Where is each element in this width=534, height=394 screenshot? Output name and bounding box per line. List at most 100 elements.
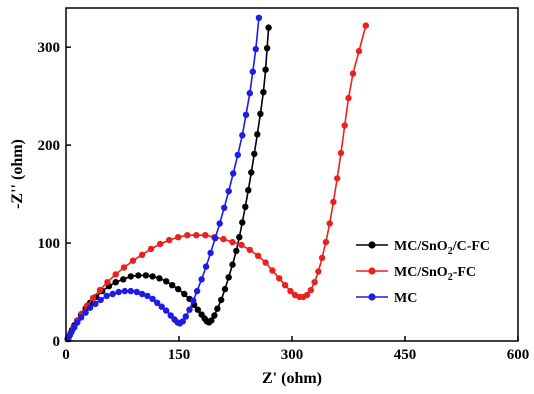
y-axis-ticks: 0 100 200 300 (38, 40, 71, 350)
data-point (109, 290, 116, 298)
data-point (163, 278, 170, 285)
data-point (89, 294, 97, 302)
data-point (263, 45, 271, 52)
data-point (133, 288, 140, 296)
data-point (147, 245, 155, 253)
data-point (92, 300, 99, 307)
data-point (96, 286, 104, 294)
legend-marker (368, 267, 376, 275)
data-point (208, 317, 215, 324)
data-point (97, 296, 104, 304)
data-point (221, 204, 228, 211)
data-point (229, 261, 236, 268)
data-point (74, 319, 81, 326)
data-point (238, 241, 245, 249)
data-point (156, 275, 163, 282)
data-point (349, 70, 357, 77)
x-tick-label: 600 (507, 347, 530, 363)
data-point (179, 318, 186, 325)
legend: MC/SnO2/C-FC MC/SnO2-FC MC (356, 239, 490, 306)
legend-marker (368, 241, 376, 249)
data-point (307, 286, 314, 294)
data-point (318, 254, 326, 261)
data-point (158, 303, 165, 310)
x-tick-label: 300 (281, 347, 304, 363)
data-point (255, 14, 263, 21)
data-point (242, 111, 250, 119)
data-point (303, 291, 311, 299)
data-point (157, 240, 164, 248)
data-point (207, 249, 214, 257)
data-point (198, 276, 205, 283)
data-point (186, 306, 193, 313)
data-point (216, 220, 223, 227)
x-axis-ticks: 0 150 300 450 600 (62, 336, 529, 363)
data-point (311, 279, 318, 286)
data-point (315, 268, 322, 275)
data-point (330, 198, 337, 206)
data-point (121, 287, 128, 295)
data-point (82, 309, 89, 316)
data-point (120, 264, 128, 271)
legend-item: MC/SnO2-FC (356, 265, 476, 283)
legend-label: MC/SnO2-FC (394, 265, 476, 283)
data-point (149, 295, 156, 303)
data-point (230, 170, 237, 177)
data-point (104, 279, 111, 286)
data-point (265, 24, 272, 31)
data-point (246, 90, 253, 97)
data-point (233, 247, 240, 255)
data-point (262, 66, 269, 73)
data-point (276, 275, 283, 282)
plot-series-group (64, 14, 369, 343)
data-point (138, 290, 146, 298)
x-axis-title: Z' (ohm) (262, 370, 322, 387)
data-point (282, 282, 289, 289)
data-point (239, 219, 246, 226)
data-point (166, 236, 173, 244)
data-point (254, 131, 261, 138)
data-point (175, 285, 182, 293)
y-axis-title: -Z'' (ohm) (9, 139, 26, 209)
data-point (86, 304, 94, 311)
data-point (169, 282, 176, 289)
data-point (103, 292, 110, 300)
data-point (322, 238, 330, 246)
data-point (337, 149, 345, 157)
data-point (251, 150, 258, 158)
data-point (193, 232, 200, 239)
data-point (190, 297, 197, 304)
data-point (248, 169, 255, 176)
data-point (135, 272, 142, 279)
data-point (71, 324, 78, 331)
x-tick-label: 0 (62, 347, 70, 363)
legend-item: MC/SnO2/C-FC (356, 239, 490, 257)
data-point (163, 307, 170, 314)
data-point (120, 276, 127, 283)
data-point (260, 89, 267, 96)
y-tick-label: 200 (38, 138, 61, 154)
data-point (229, 238, 236, 246)
data-point (112, 279, 119, 286)
data-point (181, 290, 188, 298)
data-point (220, 235, 227, 243)
data-point (193, 287, 201, 295)
legend-marker (368, 293, 376, 301)
data-point (194, 306, 201, 313)
data-point (77, 314, 85, 321)
data-point (245, 187, 252, 194)
data-point (182, 313, 189, 320)
data-point (334, 175, 341, 182)
legend-label: MC (394, 291, 417, 306)
data-point (239, 132, 246, 139)
data-point (236, 234, 243, 241)
data-point (175, 234, 182, 241)
data-point (129, 257, 137, 264)
data-point (262, 259, 269, 266)
series-line (66, 17, 260, 340)
data-point (355, 47, 363, 55)
data-point (254, 252, 262, 259)
data-point (115, 288, 122, 296)
data-point (214, 305, 221, 312)
